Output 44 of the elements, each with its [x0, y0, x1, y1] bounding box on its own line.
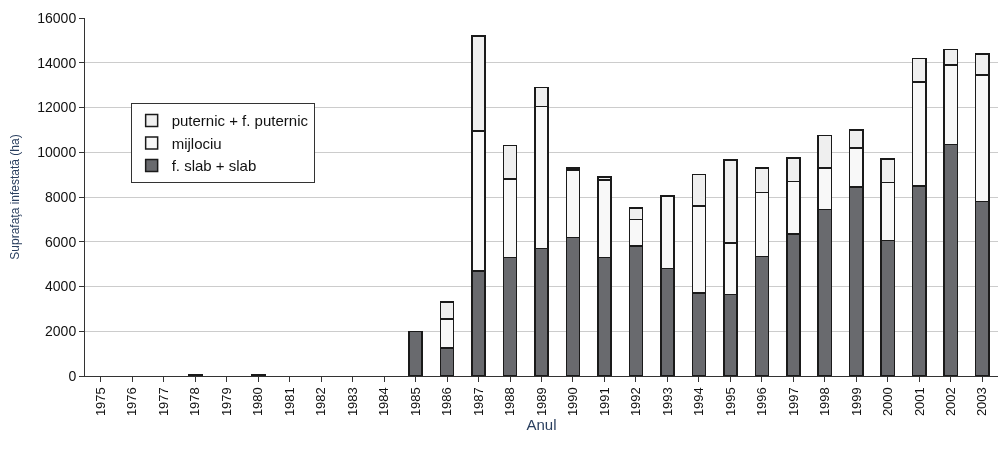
x-tick-label: 2001: [911, 387, 927, 417]
y-tick-label: 14000: [37, 54, 77, 71]
x-tick-label: 1994: [691, 387, 707, 417]
x-tick-label: 2003: [974, 387, 990, 417]
x-tick-label: 1976: [124, 387, 140, 417]
y-tick-label: 4000: [45, 278, 77, 295]
x-tick-label: 1992: [628, 387, 644, 417]
y-tick-label: 6000: [45, 233, 77, 250]
x-tick-label: 1993: [659, 387, 675, 417]
x-tick-label: 1999: [848, 387, 864, 417]
x-tick-label: 1987: [470, 387, 486, 417]
x-tick-label: 1975: [92, 387, 108, 417]
y-tick-label: 0: [68, 367, 77, 384]
x-tick-label: 1983: [344, 387, 360, 417]
x-axis-title: Anul: [526, 416, 557, 434]
x-tick-label: 1978: [187, 387, 203, 417]
x-tick-label: 1985: [407, 387, 423, 417]
legend-label: puternic + f. puternic: [171, 112, 309, 130]
x-tick-label: 1996: [754, 387, 770, 417]
x-tick-label: 1990: [565, 387, 581, 417]
x-tick-label: 1986: [439, 387, 455, 417]
x-tick-label: 2002: [943, 387, 959, 417]
x-tick-label: 1977: [155, 387, 171, 417]
y-tick-label: 16000: [37, 9, 77, 26]
x-tick-label: 2000: [880, 387, 896, 417]
x-tick-label: 1988: [502, 387, 518, 417]
y-tick-label: 8000: [45, 188, 77, 205]
x-tick-label: 1984: [376, 387, 392, 417]
x-tick-label: 1981: [281, 387, 297, 417]
x-tick-label: 1995: [722, 387, 738, 417]
x-tick-label: 1989: [533, 387, 549, 417]
y-tick-label: 10000: [37, 144, 77, 161]
bar: [408, 330, 423, 376]
y-axis-title: Suprafaţa infestată (ha): [7, 134, 22, 260]
x-tick-label: 1979: [218, 387, 234, 417]
legend-label: mijlociu: [171, 134, 222, 152]
x-tick-label: 1998: [817, 387, 833, 417]
x-tick-label: 1980: [250, 387, 266, 417]
x-tick-label: 1982: [313, 387, 329, 417]
x-tick-label: 1991: [596, 387, 612, 417]
y-tick-label: 2000: [45, 323, 77, 340]
legend-label: f. slab + slab: [171, 157, 257, 175]
y-tick-label: 12000: [37, 99, 77, 116]
x-tick-label: 1997: [785, 387, 801, 417]
